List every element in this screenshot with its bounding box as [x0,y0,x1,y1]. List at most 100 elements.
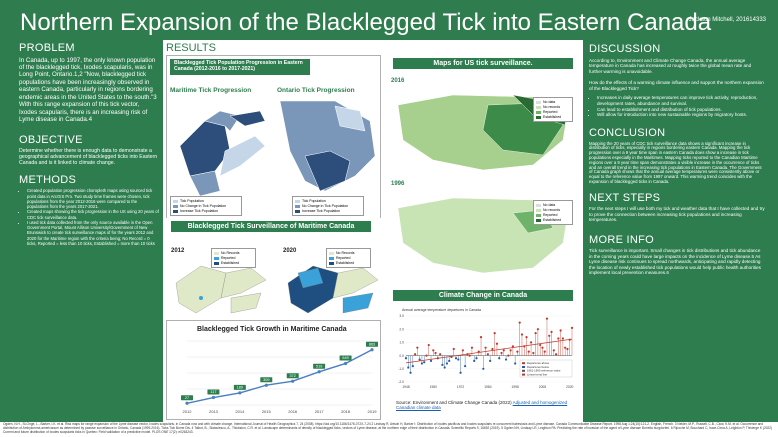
discussion-heading: DISCUSSION [589,43,661,55]
year-2012-label: 2012 [171,248,185,254]
discussion-list: Increases in daily average temperatures … [589,95,765,118]
departure-point [504,358,508,361]
left-column: PROBLEM In Canada, up to 1997, the only … [15,40,163,422]
year-2020-label: 2020 [283,248,297,254]
departure-point [407,366,410,369]
departure-point [482,367,485,370]
x-tick-label: 1984 [484,385,492,389]
x-tick-label: 2012 [183,409,193,414]
departure-point [539,343,542,347]
data-label-box [260,377,273,383]
growth-chart-panel: Blacklegged Tick Growth in Maritime Cana… [166,320,381,420]
x-tick-label: 1972 [457,385,465,389]
growth-point [238,391,242,395]
departure-point [495,342,499,345]
methods-list: Created population progression choroplet… [19,188,159,246]
departure-point [525,336,528,339]
data-label: 863 [369,342,375,346]
departure-point [427,343,430,347]
departure-point [423,361,426,364]
departure-point [516,350,519,353]
departure-point [464,365,467,368]
departure-point [432,349,435,352]
departure-point [550,330,553,333]
climate-chart: Annual average temperature departures in… [390,304,576,396]
growth-point [291,379,295,383]
climate-panel: Climate Change in Canada Annual average … [388,290,578,422]
data-label: 309 [263,378,269,382]
climate-source: Source: Environment and Climate Change C… [396,400,512,405]
y-tick-label: -2.0 [398,380,404,384]
data-label-box [233,384,246,390]
departure-point [559,329,562,332]
surveillance-panel: Blacklegged Tick Surveillance of Maritim… [166,218,381,318]
chart-title: Annual average temperature departures in… [402,308,481,312]
conclusion-heading: CONCLUSION [589,126,666,139]
results-panel: RESULTS Blacklegged Tick Population Prog… [163,40,583,422]
right-column: DISCUSSION According to, Environment and… [583,40,771,422]
ontario-progression-label: Ontario Tick Progression [277,87,355,94]
departure-point [448,359,451,362]
legend-swatch [522,373,525,376]
x-tick-label: 1960 [430,385,438,389]
departure-point [507,354,510,357]
departure-point [491,347,494,351]
objective-body: Determine whether there is enough data t… [19,148,158,166]
progression-legend-ontario: Tick Population No Change in Tick Popula… [292,196,364,216]
departure-point [498,357,501,360]
departure-point [413,353,417,356]
departure-point [511,345,514,348]
discussion-question: How do the effects of a warming climate … [589,80,764,91]
departure-point [564,346,567,349]
departure-point [518,321,521,324]
year-2016-label: 2016 [391,78,405,84]
departure-point [534,332,537,335]
departure-point [486,353,489,356]
data-label-box [313,363,326,369]
us-maps-panel: Maps for US tick surveillance. 2016 No d… [388,55,578,280]
objective-heading: OBJECTIVE [19,134,83,147]
methods-item: Created maps showing the tick progressio… [27,209,159,220]
departure-point [543,350,546,353]
x-tick-label: 2020 [566,385,574,389]
data-label-box [207,389,220,395]
author-name: Jackson Mitchell, 201614333 [688,17,766,23]
results-heading: RESULTS [166,42,216,54]
growth-point [185,401,189,405]
departure-point [416,346,419,349]
progression-legend-maritime: Tick Population No Change in Tick Popula… [170,196,242,216]
x-tick-label: 2018 [341,409,351,414]
discussion-item: Will allow for introduction into new sus… [597,112,765,118]
data-label-box [339,355,352,361]
chart-bg [390,304,576,396]
departure-point [484,346,487,349]
departure-point [541,346,544,349]
maritime-2012-map [175,265,267,314]
x-tick-label: 2014 [235,409,245,414]
departure-point [529,341,533,344]
departure-point [461,349,464,352]
discussion-intro: According to, Environment and Climate Ch… [589,57,752,74]
legend-swatch [522,362,525,365]
x-tick-label: 2016 [288,409,298,414]
growth-point [343,361,348,366]
data-label: 189 [237,386,243,390]
departure-point [557,337,560,340]
us-legend-2016: No data No records Reported Established [533,97,573,122]
legend-label: Linear trend line [527,372,548,376]
climate-source-link[interactable]: Adjusted and homogenized Canadian climat… [396,400,568,411]
departure-point [473,359,476,362]
departure-point [429,359,433,362]
departure-point [536,328,539,331]
departure-point [425,354,428,357]
departure-point [445,362,449,365]
x-tick-label: 2015 [262,409,272,414]
departure-point [452,347,455,351]
x-tick-label: 2013 [209,409,219,414]
data-label: 117 [210,390,216,394]
departure-point [418,358,421,361]
departure-point [457,358,460,361]
legend-swatch [522,366,525,368]
y-tick-label: 0.0 [399,354,404,358]
progression-title: Blacklegged Tick Population Progression … [170,59,310,75]
